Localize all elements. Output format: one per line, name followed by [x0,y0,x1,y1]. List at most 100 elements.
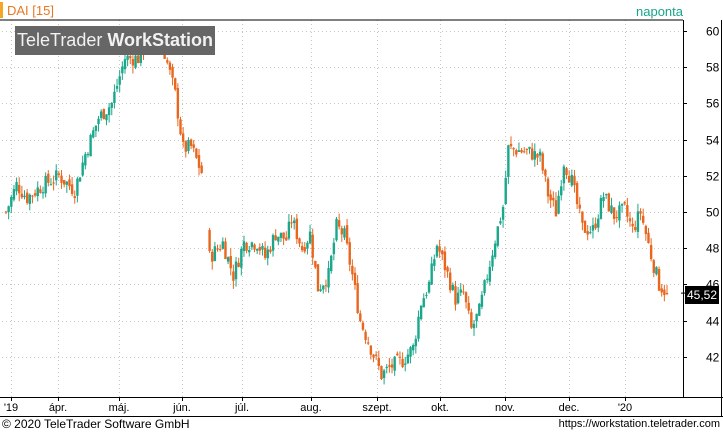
symbol-label[interactable]: DAI [15] [7,3,54,18]
candle-body [441,250,444,255]
candle-body [348,242,351,265]
candle-body [250,242,254,248]
candle-body [70,184,74,195]
candle-body [76,178,79,196]
candle-body [343,228,346,238]
candle-body [211,251,214,262]
candle-body [292,220,296,224]
candle-body [62,179,66,185]
candle-body [174,78,177,90]
candle-body [647,232,650,244]
candle-body [248,250,251,253]
candle-body [332,242,336,255]
candle-body [589,232,592,234]
candle-body [330,255,333,272]
candle-body [483,280,486,294]
candle-body [530,148,534,160]
candle-body [20,193,24,198]
candle-body [49,184,53,186]
candle-body [166,60,169,63]
candle-body [374,354,378,356]
candle-body [269,249,272,252]
candle-body [118,76,121,85]
candle-body [369,345,373,355]
footer-url[interactable]: https://workstation.teletrader.com [558,418,720,430]
candle-body [496,226,499,246]
candle-body [575,183,579,205]
candle-body [12,189,16,200]
candle-body [493,243,497,258]
candle-body [438,246,441,252]
candle-body [221,241,225,249]
candle-body [446,267,449,272]
candle-body [271,235,275,251]
candle-body [472,323,476,329]
candle-body [65,181,69,185]
candle-body [520,150,523,153]
candle-body [544,169,547,176]
candle-body [237,262,240,267]
candle-body [4,211,8,213]
x-tick-label: júl. [234,402,249,414]
candle-body [229,256,232,269]
candle-body [31,195,34,197]
y-tick-label: 56 [706,97,720,111]
candle-body [359,313,362,322]
candle-body [560,186,563,196]
candle-body [73,196,76,199]
candle-body [660,288,663,293]
candle-body [340,228,343,235]
candle-body [610,205,613,213]
candle-body [382,370,386,379]
candle-body [192,144,195,148]
candle-body [78,177,82,182]
candle-body [282,232,285,239]
candle-body [123,59,127,70]
candle-body [557,195,560,214]
candle-body [171,66,174,78]
candle-body [546,178,550,197]
candle-body [628,218,632,222]
candle-body [634,227,637,231]
candle-body [538,151,542,156]
candle-body [642,215,645,223]
candle-body [189,139,193,146]
candle-body [612,207,616,219]
candle-body [316,264,320,292]
candle-body [367,342,370,344]
x-tick-label: jún. [172,402,191,414]
candle-body [523,151,526,153]
candle-body [298,238,301,244]
candle-body [353,272,357,285]
candle-body [232,271,235,281]
y-tick-label: 42 [706,351,720,365]
candle-body [55,170,58,181]
candle-body [137,55,140,64]
candle-body [636,211,640,232]
candle-body [586,231,589,235]
candle-body [277,236,280,242]
candle-body [512,147,515,150]
candle-body [623,202,626,204]
candle-body [129,56,132,59]
candle-body [234,261,238,280]
candle-body [181,133,185,142]
candle-body [179,119,182,135]
candle-body [451,284,455,290]
candle-body [404,363,407,365]
candle-body [197,155,201,168]
candle-body [258,247,262,251]
watermark-brand: TeleTrader [16,30,103,50]
period-label[interactable]: naponta [636,4,683,19]
candle-body [240,248,243,268]
candle-body [28,194,31,204]
candle-body [541,153,544,171]
candle-body [102,109,106,120]
watermark-logo: TeleTrader WorkStation [15,26,215,55]
candle-body [462,291,465,293]
candle-body [68,179,71,187]
x-tick-label: máj. [109,402,130,414]
candle-body [517,150,521,152]
x-tick-label: nov. [495,402,515,414]
candle-body [94,125,98,131]
